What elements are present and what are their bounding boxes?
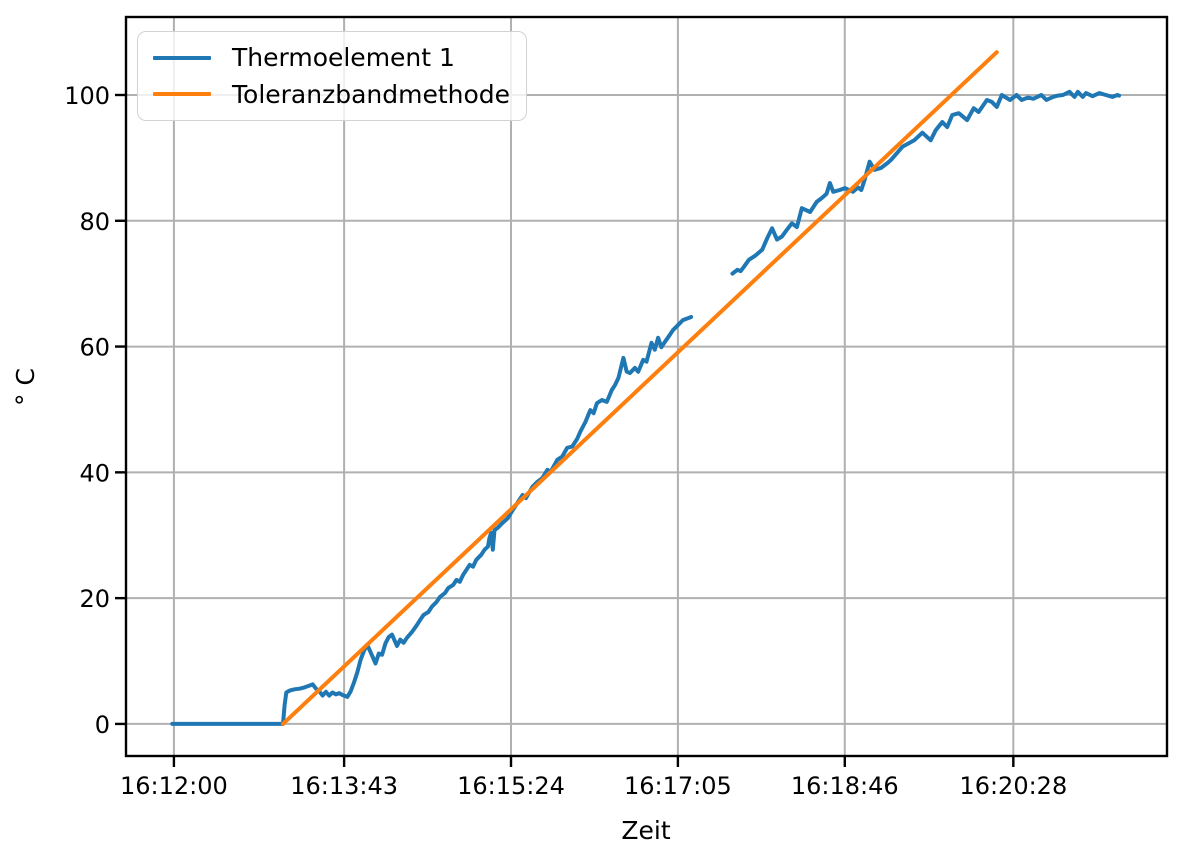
legend-swatch-thermoelement-1 — [153, 55, 211, 60]
x-tick-label: 16:15:24 — [457, 772, 565, 800]
series-path-thermoelement-1 — [730, 89, 1122, 276]
y-axis-label: ° C — [11, 368, 40, 406]
y-tick-label: 100 — [64, 82, 110, 110]
y-tick-label: 60 — [79, 334, 110, 362]
legend-item-toleranzbandmethode: Toleranzbandmethode — [153, 80, 510, 110]
y-tick-label: 80 — [79, 208, 110, 236]
tick-layer — [115, 93, 1015, 767]
y-tick-label: 0 — [95, 711, 110, 739]
legend-item-thermoelement-1: Thermoelement 1 — [153, 43, 510, 73]
series-path-toleranzbandmethode — [281, 50, 999, 726]
y-tick-label: 20 — [79, 585, 110, 613]
legend: Thermoelement 1 Toleranzbandmethode — [137, 31, 528, 121]
series-layer — [170, 50, 1122, 726]
x-tick-label: 16:20:28 — [959, 772, 1067, 800]
x-tick-label: 16:18:46 — [791, 772, 899, 800]
plot-border — [124, 15, 1169, 758]
legend-label-toleranzbandmethode: Toleranzbandmethode — [232, 79, 511, 109]
legend-label-thermoelement-1: Thermoelement 1 — [232, 43, 455, 72]
x-tick-label: 16:17:05 — [624, 772, 732, 800]
series-path-thermoelement-1 — [170, 315, 694, 726]
x-tick-label: 16:13:43 — [290, 772, 398, 800]
grid-layer — [126, 17, 1167, 756]
legend-swatch-toleranzbandmethode — [153, 92, 211, 97]
y-tick-label: 40 — [79, 459, 110, 487]
x-axis-label: Zeit — [621, 816, 670, 845]
x-tick-label: 16:12:00 — [120, 772, 228, 800]
tick-label-layer: 16:12:00 16:13:43 16:15:24 16:17:05 16:18:46… — [64, 82, 1067, 800]
